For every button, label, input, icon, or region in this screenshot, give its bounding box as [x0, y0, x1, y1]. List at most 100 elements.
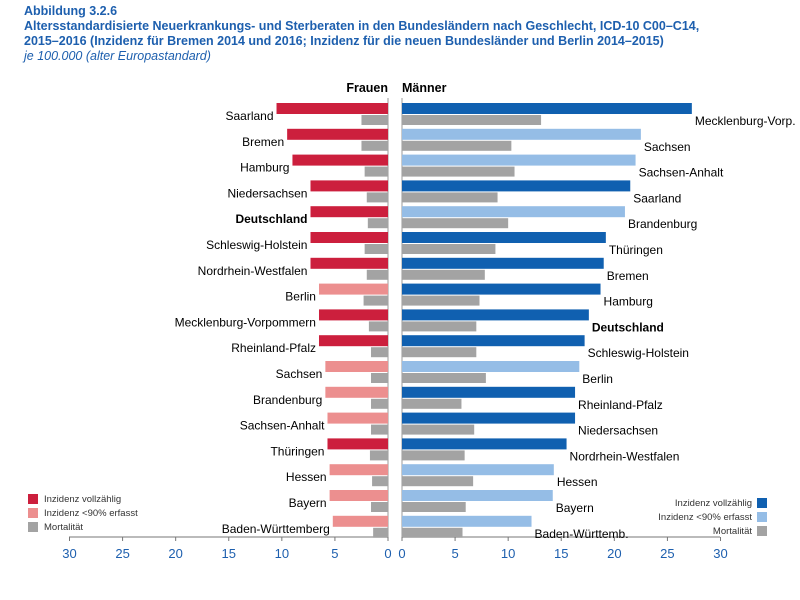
women-legend-label-incomplete: Inzidenz <90% erfasst — [44, 508, 138, 519]
women-mortality-bar-deutschland — [367, 218, 388, 229]
men-incidence-bar-mecklenburg-vorp — [402, 103, 692, 114]
women-tick-label-30: 30 — [62, 546, 76, 561]
men-mortality-bar-nordrhein-westfalen — [402, 450, 465, 461]
women-category-label-rheinland-pfalz: Rheinland-Pfalz — [231, 341, 316, 355]
women-incidence-bar-berlin — [318, 283, 388, 295]
men-incidence-bar-hessen — [402, 464, 554, 476]
men-category-label-baden-wuerttemb: Baden-Württemb. — [535, 527, 629, 541]
men-category-label-bremen: Bremen — [607, 269, 649, 283]
women-bars: Saarland Bremen Hamburg Niedersachsen Deutsc… — [175, 103, 388, 538]
women-legend-swatch-complete — [28, 494, 38, 504]
men-category-label-mecklenburg-vorp: Mecklenburg-Vorp. — [695, 114, 796, 128]
women-mortality-bar-brandenburg — [371, 398, 388, 409]
men-mortality-bar-hamburg — [402, 295, 480, 306]
women-tick-label-20: 20 — [168, 546, 182, 561]
men-category-label-sachsen: Sachsen — [644, 140, 691, 154]
women-incidence-bar-hamburg — [292, 154, 388, 166]
women-category-label-sachsen: Sachsen — [276, 367, 323, 381]
men-incidence-bar-deutschland — [402, 309, 589, 321]
men-mortality-bar-bremen — [402, 269, 485, 280]
figure-subtitle: je 100.000 (alter Europastandard) — [24, 49, 211, 63]
women-mortality-bar-schleswig-holstein — [364, 244, 388, 254]
men-tick-label-10: 10 — [501, 546, 515, 561]
women-mortality-bar-sachsen — [371, 373, 388, 383]
women-category-label-berlin: Berlin — [285, 290, 316, 304]
women-category-label-niedersachsen: Niedersachsen — [227, 186, 307, 200]
women-mortality-bar-berlin — [363, 295, 388, 306]
men-incidence-bar-sachsen — [402, 128, 641, 140]
men-legend-label-incomplete: Inzidenz <90% erfasst — [658, 512, 752, 523]
women-incidence-bar-bremen — [287, 128, 388, 140]
women-mortality-bar-bremen — [361, 140, 388, 151]
figure-title-line-1: Altersstandardisierte Neuerkrankungs- un… — [24, 19, 700, 33]
women-incidence-bar-mecklenburg-vorpommern — [318, 309, 388, 321]
men-mortality-bar-schleswig-holstein — [402, 347, 477, 358]
men-mortality-bar-hessen — [402, 476, 474, 487]
women-mortality-bar-hessen — [372, 476, 388, 487]
men-mortality-bar-baden-wuerttemb — [402, 527, 463, 538]
women-mortality-bar-thueringen — [369, 450, 388, 461]
women-category-label-schleswig-holstein: Schleswig-Holstein — [206, 238, 307, 252]
women-legend-label-mortality: Mortalität — [44, 522, 83, 533]
men-category-label-schleswig-holstein: Schleswig-Holstein — [588, 346, 689, 360]
women-tick-label-0: 0 — [384, 546, 391, 561]
women-category-label-hamburg: Hamburg — [240, 161, 289, 175]
men-bars: Mecklenburg-Vorp. Sachsen Sachsen-Anhalt Sa… — [402, 103, 796, 541]
men-mortality-bar-niedersachsen — [402, 424, 475, 435]
men-category-label-niedersachsen: Niedersachsen — [578, 424, 658, 438]
men-category-label-hessen: Hessen — [557, 475, 598, 489]
women-category-label-hessen: Hessen — [286, 470, 327, 484]
figure-number: Abbildung 3.2.6 — [24, 4, 118, 18]
women-incidence-bar-baden-wuerttemberg — [332, 515, 388, 527]
men-incidence-bar-nordrhein-westfalen — [402, 438, 567, 450]
men-category-label-berlin: Berlin — [582, 372, 613, 386]
men-incidence-bar-thueringen — [402, 232, 606, 243]
women-category-label-deutschland: Deutschland — [235, 212, 307, 226]
women-mortality-bar-saarland — [361, 115, 388, 125]
women-tick-label-10: 10 — [275, 546, 289, 561]
women-category-label-brandenburg: Brandenburg — [253, 393, 322, 407]
axis-ticks: 30 25 20 15 10 5 0 0 5 10 15 20 25 30 — [62, 537, 728, 561]
men-incidence-bar-saarland — [402, 180, 631, 192]
men-category-label-bayern: Bayern — [556, 501, 594, 515]
women-legend-swatch-incomplete — [28, 508, 38, 518]
women-incidence-bar-sachsen-anhalt — [327, 412, 388, 424]
figure-title-line-2: 2015–2016 (Inzidenz für Bremen 2014 und … — [24, 34, 664, 48]
women-incidence-bar-hessen — [329, 464, 388, 476]
men-category-label-deutschland: Deutschland — [592, 320, 664, 334]
women-category-label-thueringen: Thüringen — [270, 444, 324, 458]
women-category-label-nordrhein-westfalen: Nordrhein-Westfalen — [198, 264, 308, 278]
men-incidence-bar-berlin — [402, 361, 580, 372]
women-mortality-bar-nordrhein-westfalen — [366, 269, 388, 280]
women-incidence-bar-niedersachsen — [310, 180, 388, 192]
men-tick-label-5: 5 — [451, 546, 458, 561]
women-incidence-bar-rheinland-pfalz — [318, 335, 388, 347]
men-incidence-bar-hamburg — [402, 283, 601, 295]
men-incidence-bar-sachsen-anhalt — [402, 154, 636, 166]
men-category-label-brandenburg: Brandenburg — [628, 217, 697, 231]
women-legend-label-complete: Inzidenz vollzählig — [44, 494, 121, 505]
women-incidence-bar-schleswig-holstein — [310, 232, 388, 243]
men-mortality-bar-bayern — [402, 502, 466, 512]
men-incidence-bar-baden-wuerttemb — [402, 515, 532, 527]
men-incidence-bar-schleswig-holstein — [402, 335, 585, 347]
women-category-label-mecklenburg-vorpommern: Mecklenburg-Vorpommern — [175, 315, 316, 329]
men-tick-label-25: 25 — [660, 546, 674, 561]
men-legend-label-mortality: Mortalität — [713, 526, 752, 537]
women-mortality-bar-baden-wuerttemberg — [373, 527, 388, 538]
women-legend-swatch-mortality — [28, 522, 38, 532]
women-tick-label-15: 15 — [222, 546, 236, 561]
women-category-label-saarland: Saarland — [225, 109, 273, 123]
women-tick-label-5: 5 — [331, 546, 338, 561]
women-legend: Inzidenz vollzählig Inzidenz <90% erfass… — [28, 494, 138, 533]
men-legend-swatch-incomplete — [757, 512, 767, 522]
men-mortality-bar-berlin — [402, 373, 486, 383]
women-panel-title: Frauen — [346, 81, 388, 95]
men-incidence-bar-brandenburg — [402, 206, 625, 218]
women-incidence-bar-thueringen — [327, 438, 388, 450]
men-legend-label-complete: Inzidenz vollzählig — [675, 498, 752, 509]
women-incidence-bar-brandenburg — [325, 386, 388, 398]
women-mortality-bar-niedersachsen — [366, 192, 388, 203]
men-incidence-bar-bremen — [402, 257, 604, 269]
